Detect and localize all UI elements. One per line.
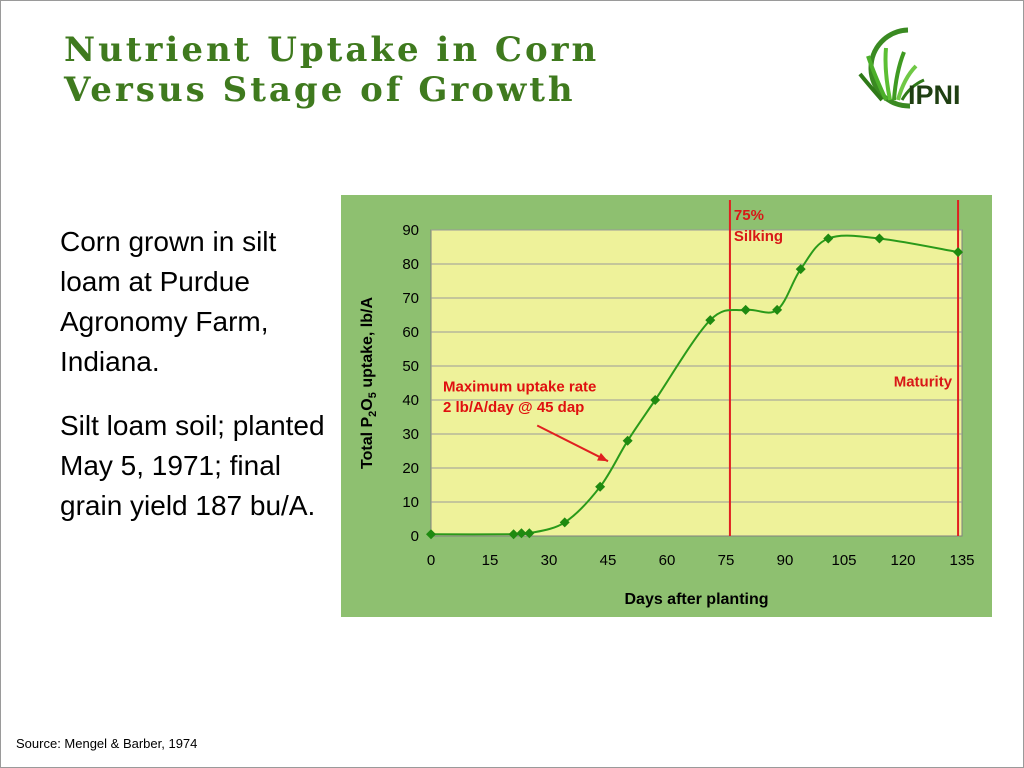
data-point [426,529,436,540]
silking-label-line-2: Silking [734,228,783,245]
x-tick-label: 0 [427,552,435,569]
chart-container: 0 10 20 30 40 50 60 70 80 90 0 15 30 45 60 75 90 105 120 13… [341,195,992,617]
x-tick-label: 45 [600,552,617,569]
logo-text: IPNI [908,80,961,110]
x-tick-label: 75 [718,552,735,569]
y-tick-label: 90 [402,222,419,239]
ipni-wheat-logo-icon [858,27,925,109]
slide-title: Nutrient Uptake in Corn Versus Stage of … [64,30,599,110]
y-axis-label: Total P2O5 uptake, lb/A [359,297,379,469]
y-tick-label: 80 [402,256,419,273]
data-point [795,264,806,275]
x-tick-label: 105 [831,552,856,569]
y-tick-label: 20 [402,460,419,477]
x-tick-label: 15 [482,552,499,569]
y-tick-label: 70 [402,290,419,307]
annotation-line-1: Maximum uptake rate [443,379,596,396]
data-point [595,481,606,492]
description-paragraph-2: Silt loam soil; planted May 5, 1971; fin… [60,410,325,521]
data-point [650,395,661,405]
y-tick-label: 50 [402,358,419,375]
data-point [516,528,527,539]
y-tick-label: 10 [402,494,419,511]
x-tick-label: 120 [890,552,915,569]
x-tick-label: 90 [777,552,794,569]
annotation-line-2: 2 lb/A/day @ 45 dap [443,399,584,416]
uptake-chart: 0 10 20 30 40 50 60 70 80 90 0 15 30 45 60 75 90 105 120 13… [359,200,975,608]
description-paragraph-1: Corn grown in silt loam at Purdue Agrono… [60,226,277,377]
data-point [772,304,783,315]
x-tick-label: 135 [949,552,974,569]
data-point [508,529,519,540]
annotation-arrow-line [536,424,609,463]
description: Corn grown in silt loam at Purdue Agrono… [60,222,340,550]
data-point [524,528,535,539]
x-axis-label: Days after planting [624,591,768,608]
y-tick-label: 0 [411,528,419,545]
data-point [559,517,570,528]
source-citation: Source: Mengel & Barber, 1974 [16,736,198,751]
y-tick-label: 30 [402,426,419,443]
data-point [740,304,751,315]
data-point [953,247,964,258]
y-tick-label: 40 [402,392,419,409]
silking-label-line-1: 75% [734,207,764,224]
data-point [705,315,716,326]
maturity-label: Maturity [894,373,953,390]
x-tick-label: 30 [541,552,558,569]
plot-area [430,229,963,537]
title-line-2: Versus Stage of Growth [64,70,576,110]
data-point [874,233,885,244]
annotation-arrow-head-icon [597,452,608,462]
data-point [622,435,633,446]
data-point [823,233,834,244]
x-tick-label: 60 [659,552,676,569]
y-tick-label: 60 [402,324,419,341]
title-line-1: Nutrient Uptake in Corn [64,30,600,70]
